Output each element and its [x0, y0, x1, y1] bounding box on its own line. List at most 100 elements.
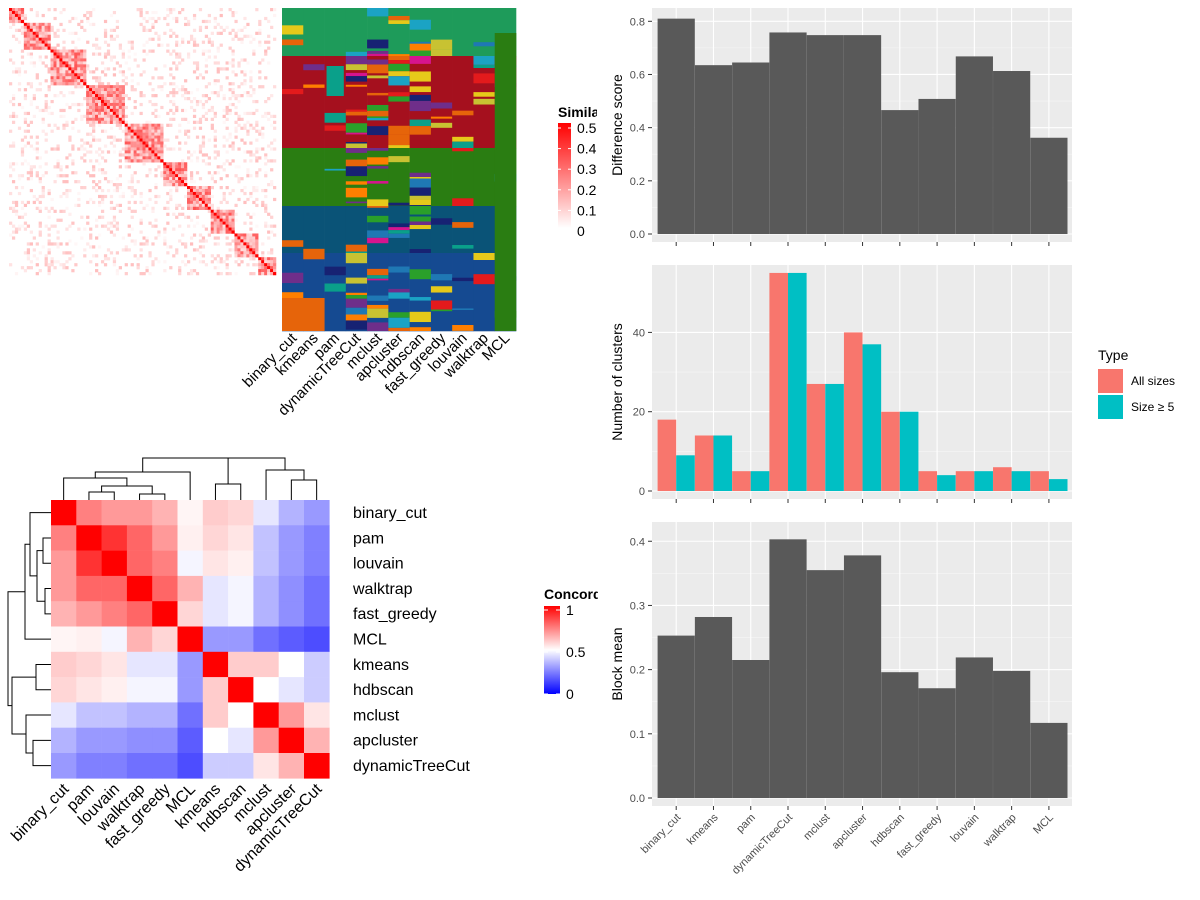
similarity-cell [11, 168, 16, 172]
similarity-cell [213, 266, 217, 270]
similarity-cell [130, 147, 134, 151]
similarity-cell [225, 266, 229, 270]
similarity-cell [157, 123, 161, 127]
similarity-cell [103, 97, 108, 101]
assignment-stripe [430, 309, 453, 312]
similarity-cell [92, 105, 96, 110]
similarity-cell [62, 94, 66, 98]
assignment-stripe [367, 230, 389, 238]
similarity-cell [181, 171, 185, 175]
similarity-cell [231, 230, 235, 234]
similarity-cell [195, 88, 200, 92]
concordance-cell [202, 677, 229, 703]
similarity-cell [157, 37, 161, 41]
similarity-cell [17, 227, 22, 231]
similarity-cell [240, 251, 244, 255]
similarity-cell [115, 224, 120, 228]
similarity-cell [83, 79, 87, 83]
similarity-cell [62, 79, 66, 83]
similarity-cell [50, 257, 54, 261]
similarity-cell [41, 188, 45, 193]
similarity-cell [234, 10, 238, 15]
similarity-cell [23, 28, 28, 32]
similarity-cell [213, 221, 217, 225]
similarity-cell [115, 138, 120, 142]
similarity-cell [47, 239, 51, 243]
similarity-cell [98, 194, 102, 199]
similarity-cell [255, 233, 259, 237]
similarity-cell [264, 156, 268, 160]
similarity-cell [71, 144, 75, 148]
similarity-cell [270, 272, 274, 276]
similarity-cell [11, 34, 16, 38]
concordance-cell [51, 550, 77, 577]
similarity-cell [100, 111, 105, 116]
assignment-stripe [345, 159, 368, 167]
concordance-cell [101, 525, 128, 551]
similarity-cell [157, 150, 161, 154]
similarity-cell [98, 114, 102, 119]
assignment-block [494, 33, 517, 331]
concordance-cell [126, 575, 153, 602]
similarity-cell [98, 215, 102, 219]
similarity-cell [20, 49, 25, 53]
similarity-cell [157, 138, 161, 142]
similarity-cell [219, 272, 223, 276]
similarity-cell [145, 203, 149, 208]
similarity-cell [77, 58, 81, 62]
similarity-cell [53, 76, 57, 80]
similarity-cell [32, 40, 36, 44]
similarity-cell [11, 111, 16, 116]
similarity-cell [109, 117, 114, 121]
similarity-cell [32, 61, 36, 65]
similarity-cell [139, 272, 143, 276]
concordance-cell [253, 550, 279, 577]
similarity-cell [47, 227, 51, 231]
similarity-cell [169, 194, 173, 199]
assignment-stripe [473, 64, 496, 69]
similarity-cell [65, 61, 69, 65]
similarity-cell [228, 227, 232, 231]
assignment-stripe [303, 253, 325, 260]
assignment-stripe [345, 295, 368, 299]
similarity-cell [118, 85, 122, 89]
similarity-cell [26, 129, 31, 133]
similarity-cell [115, 91, 120, 95]
assignment-stripe [367, 39, 389, 49]
similarity-cell [118, 153, 122, 157]
similarity-cell [198, 28, 203, 32]
similarity-cell [175, 34, 179, 38]
concordance-cell [51, 500, 77, 526]
similarity-cell [225, 117, 229, 121]
similarity-cell [148, 147, 152, 151]
similarity-cell [83, 13, 87, 18]
similarity-cell [273, 197, 277, 202]
similarity-cell [270, 224, 274, 228]
similarity-cell [231, 188, 235, 193]
similarity-cell [148, 123, 152, 127]
similarity-cell [204, 117, 209, 121]
similarity-cell [109, 111, 114, 116]
similarity-cell [213, 144, 217, 148]
similarity-cell [98, 105, 102, 110]
similarity-cell [189, 180, 194, 184]
similarity-cell [192, 126, 197, 130]
similarity-cell [139, 94, 143, 98]
similarity-cell [234, 239, 238, 243]
similarity-cell [100, 197, 105, 202]
similarity-cell [92, 174, 96, 178]
concordance-cell [177, 753, 204, 779]
similarity-cell [17, 70, 22, 74]
concordance-cell [51, 651, 77, 678]
similarity-cell [29, 43, 33, 47]
similarity-cell [80, 138, 84, 142]
similarity-cell [136, 147, 140, 151]
similarity-cell [98, 46, 102, 50]
similarity-cell [219, 200, 223, 205]
similarity-cell [210, 108, 214, 113]
similarity-cell [47, 85, 51, 89]
similarity-cell [225, 61, 229, 65]
similarity-cell [71, 61, 75, 65]
similarity-cell [210, 221, 214, 225]
similarity-cell [216, 165, 220, 169]
